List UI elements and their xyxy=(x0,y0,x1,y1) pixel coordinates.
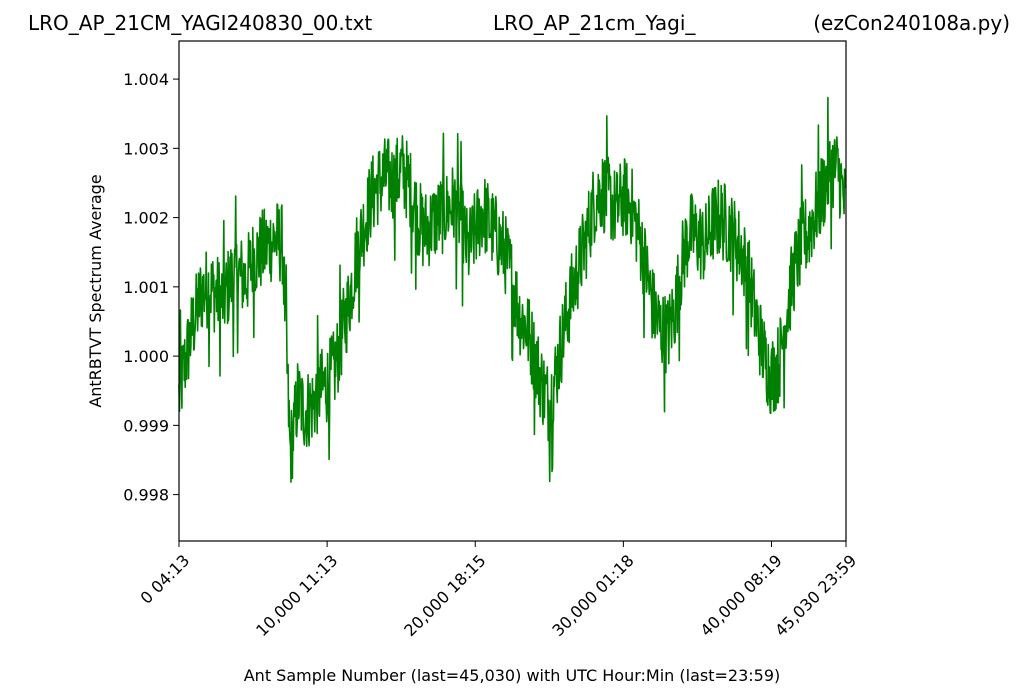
y-axis: 0.998 0.999 1.000 1.001 1.002 1.003 1.004 xyxy=(123,70,179,505)
series-line xyxy=(178,96,847,483)
y-tick-label: 1.001 xyxy=(123,278,169,297)
y-tick-label: 1.003 xyxy=(123,139,169,158)
chart-title-right: (ezCon240108a.py) xyxy=(813,11,1010,35)
data-series-layer xyxy=(178,96,847,483)
y-tick-label: 1.002 xyxy=(123,209,169,228)
y-tick-label: 0.998 xyxy=(123,486,169,505)
y-tick-label: 1.000 xyxy=(123,347,169,366)
x-tick-label: 30,000 01:18 xyxy=(548,551,637,640)
chart-title-center: LRO_AP_21cm_Yagi_ xyxy=(493,11,696,35)
y-tick-label: 1.004 xyxy=(123,70,169,89)
x-tick-label: 0 04:13 xyxy=(136,551,193,608)
x-axis-label: Ant Sample Number (last=45,030) with UTC… xyxy=(244,666,781,685)
x-tick-label: 20,000 18:15 xyxy=(400,551,489,640)
y-axis-label: AntRBTVT Spectrum Average xyxy=(86,174,105,407)
x-tick-label: 10,000 11:13 xyxy=(252,551,341,640)
plot-frame xyxy=(178,40,847,542)
y-tick-label: 0.999 xyxy=(123,416,169,435)
chart-title-left: LRO_AP_21CM_YAGI240830_00.txt xyxy=(28,11,372,35)
x-axis: 0 04:13 10,000 11:13 20,000 18:15 30,000 01… xyxy=(136,541,860,640)
